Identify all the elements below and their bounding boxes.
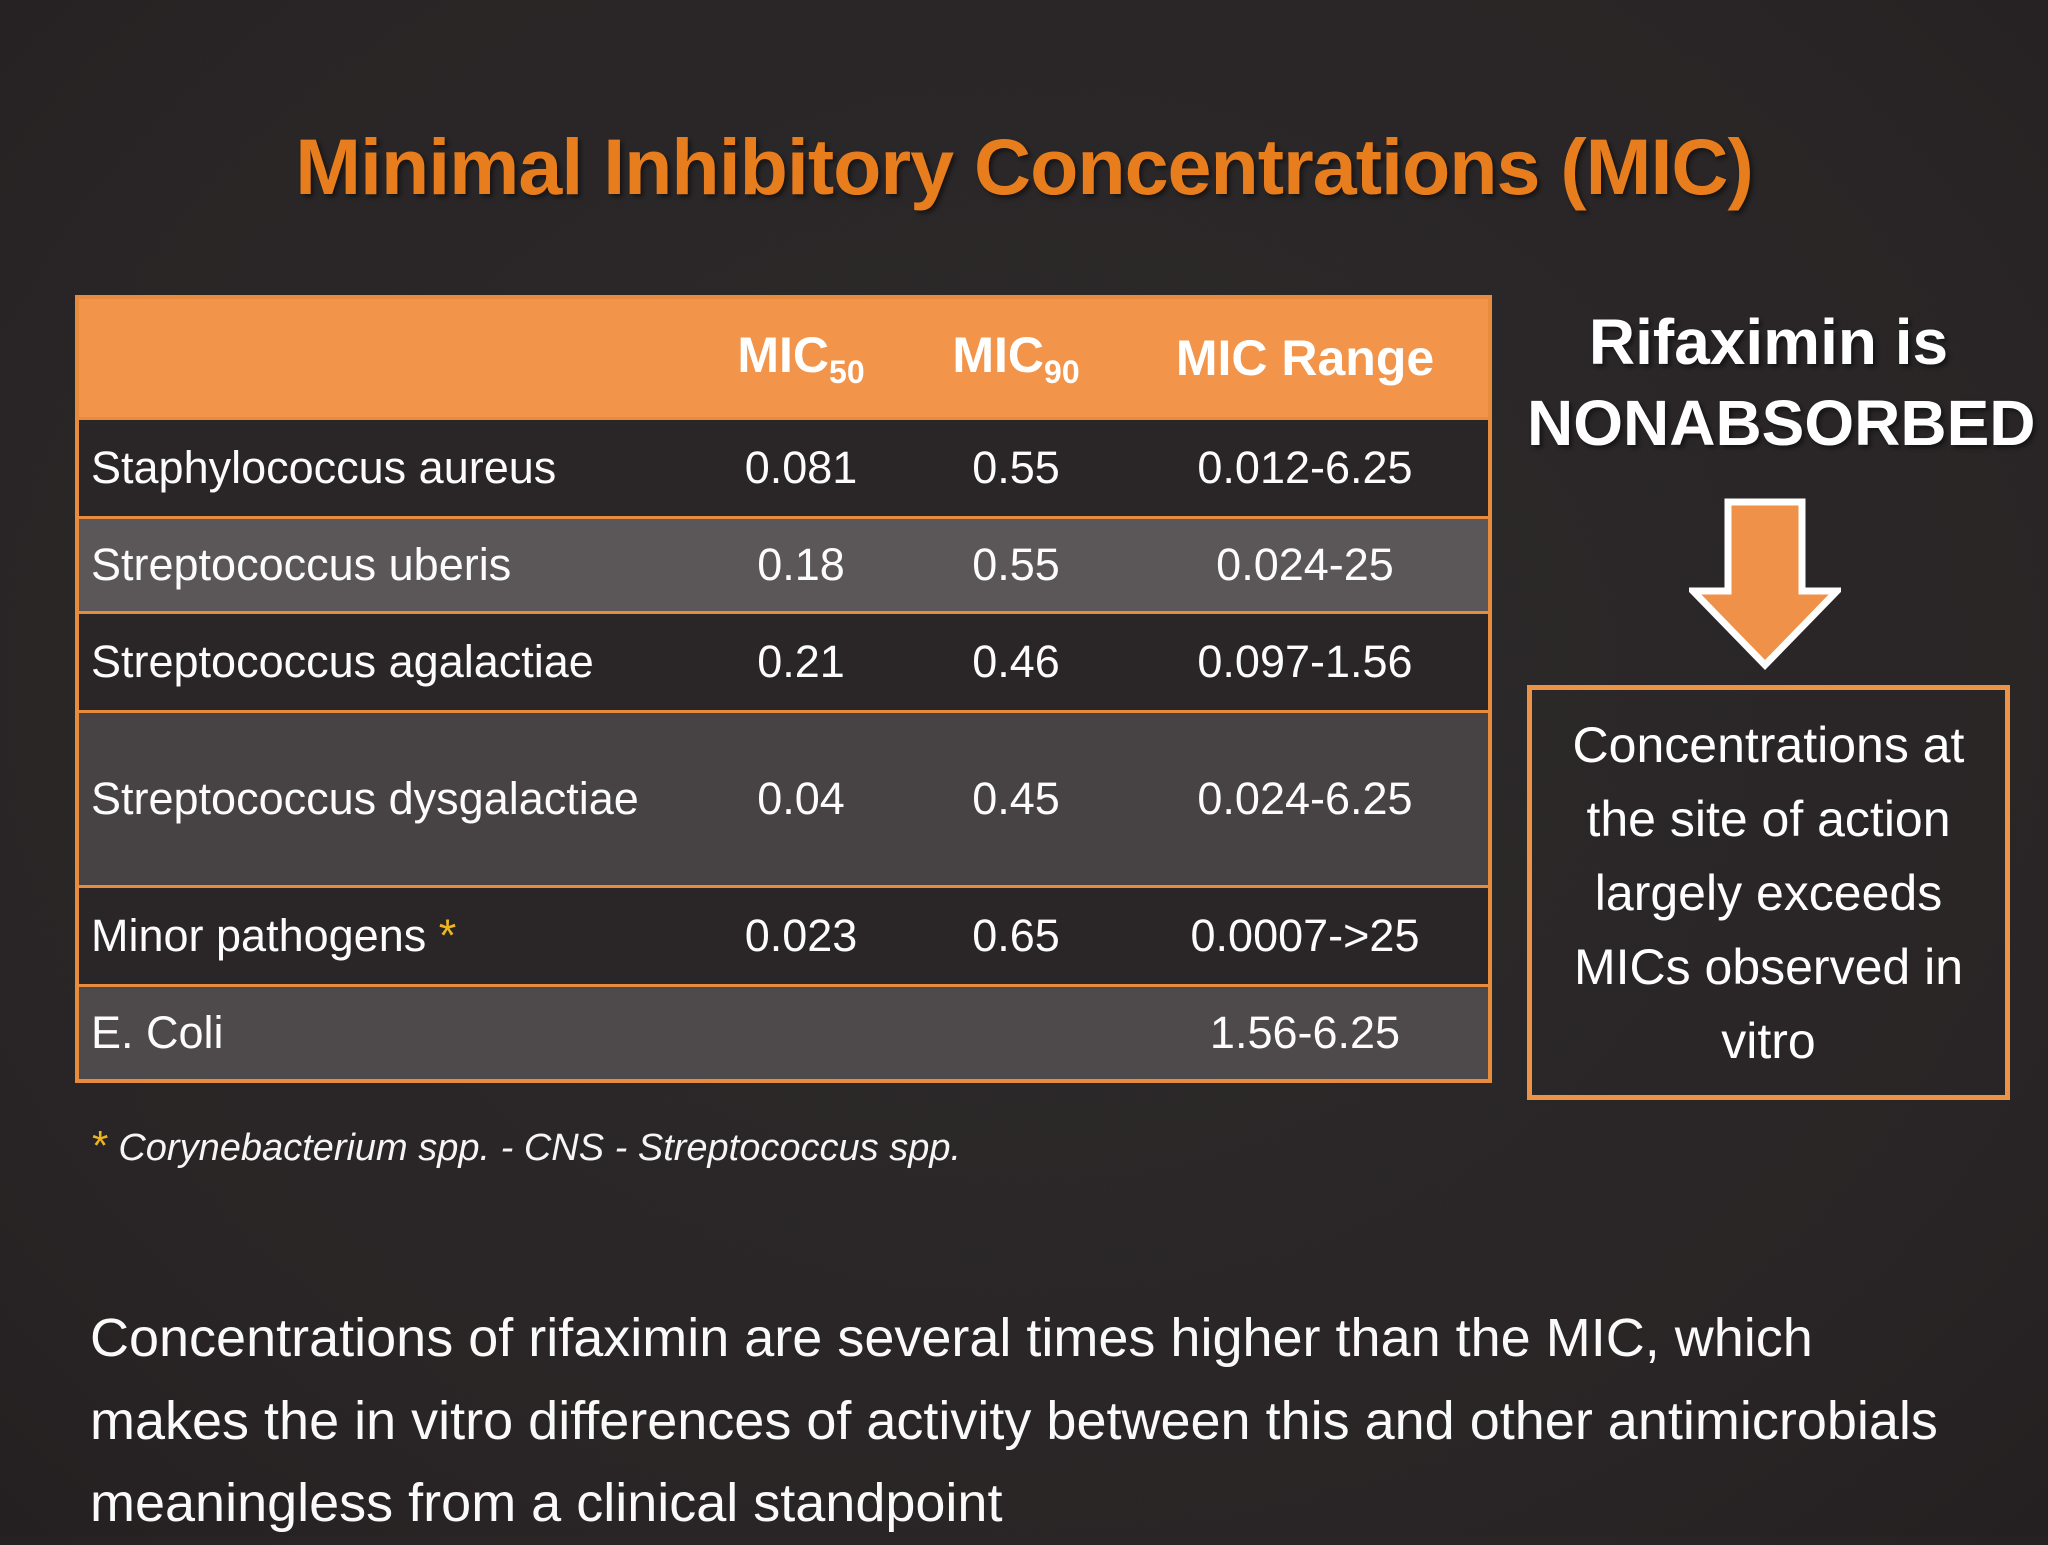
table-header-row: MIC50 MIC90 MIC Range	[77, 297, 1490, 419]
table-row: E. Coli 1.56-6.25	[77, 984, 1490, 1081]
cell-species: Staphylococcus aureus	[77, 417, 692, 518]
cell-range: 0.012-6.25	[1122, 417, 1490, 518]
cell-mic90: 0.55	[910, 417, 1122, 518]
cell-mic90: 0.45	[910, 710, 1122, 887]
footnote: * Corynebacterium spp. - CNS - Streptococ…	[92, 1122, 961, 1170]
mic-table: MIC50 MIC90 MIC Range Staphylococcus aur…	[75, 295, 1492, 1083]
cell-species: Streptococcus uberis	[77, 516, 692, 613]
header-mic50: MIC50	[692, 297, 910, 419]
cell-mic90	[910, 984, 1122, 1081]
table-row: Staphylococcus aureus 0.081 0.55 0.012-6…	[77, 417, 1490, 518]
table-row: Streptococcus uberis 0.18 0.55 0.024-25	[77, 516, 1490, 613]
table-row: Streptococcus dysgalactiae 0.04 0.45 0.0…	[77, 710, 1490, 887]
cell-range: 1.56-6.25	[1122, 984, 1490, 1081]
cell-range: 0.024-6.25	[1122, 710, 1490, 887]
cell-mic50: 0.18	[692, 516, 910, 613]
cell-mic50: 0.023	[692, 885, 910, 986]
cell-range: 0.024-25	[1122, 516, 1490, 613]
asterisk-marker: *	[438, 910, 457, 961]
cell-mic50: 0.04	[692, 710, 910, 887]
asterisk-marker: *	[92, 1122, 109, 1169]
concentrations-callout-text: Concentrations at the site of action lar…	[1572, 716, 1965, 1069]
cell-mic50: 0.081	[692, 417, 910, 518]
page-title: Minimal Inhibitory Concentrations (MIC)	[295, 121, 1754, 211]
table-row: Minor pathogens * 0.023 0.65 0.0007->25	[77, 885, 1490, 986]
table-row: Streptococcus agalactiae 0.21 0.46 0.097…	[77, 611, 1490, 712]
down-arrow-icon	[1689, 498, 1841, 670]
cell-species: Streptococcus dysgalactiae	[77, 710, 692, 887]
concentrations-callout-box: Concentrations at the site of action lar…	[1527, 685, 2010, 1100]
header-mic90: MIC90	[910, 297, 1122, 419]
header-species	[77, 297, 692, 419]
conclusion-paragraph: Concentrations of rifaximin are several …	[90, 1308, 1938, 1534]
cell-species: Minor pathogens *	[77, 885, 692, 986]
header-mic-range: MIC Range	[1122, 297, 1490, 419]
cell-mic90: 0.46	[910, 611, 1122, 712]
cell-range: 0.0007->25	[1122, 885, 1490, 986]
rifaximin-heading-line1: Rifaximin is	[1588, 306, 1949, 378]
cell-species: E. Coli	[77, 984, 692, 1081]
rifaximin-heading-line2: NONABSORBED	[1527, 387, 2036, 460]
rifaximin-heading: Rifaximin is NONABSORBED	[1527, 302, 2036, 465]
cell-species: Streptococcus agalactiae	[77, 611, 692, 712]
cell-mic50: 0.21	[692, 611, 910, 712]
cell-mic50	[692, 984, 910, 1081]
cell-mic90: 0.55	[910, 516, 1122, 613]
cell-range: 0.097-1.56	[1122, 611, 1490, 712]
footnote-text: Corynebacterium spp. - CNS - Streptococc…	[118, 1127, 962, 1169]
cell-mic90: 0.65	[910, 885, 1122, 986]
